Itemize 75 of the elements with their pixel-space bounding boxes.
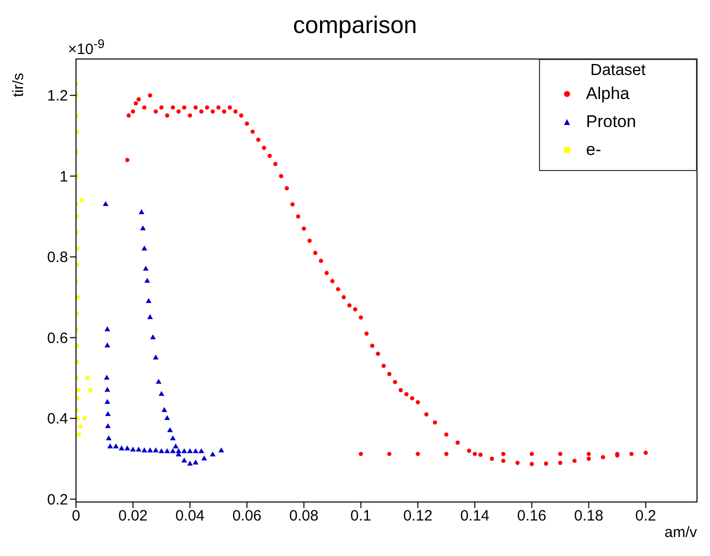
point (152, 447, 159, 452)
y-axis-title: tir/s (10, 72, 27, 97)
point (144, 278, 150, 283)
point (86, 376, 90, 380)
point (158, 448, 164, 454)
point (78, 424, 82, 428)
point (104, 398, 110, 404)
text: ×10$^{-9}$ (68, 37, 105, 58)
point (142, 447, 148, 452)
point (198, 448, 204, 454)
point (106, 435, 112, 440)
point (104, 374, 110, 380)
point (172, 443, 179, 448)
point (113, 443, 119, 448)
legend-label: Alpha (586, 84, 630, 104)
x-tick-label: 0.06 (232, 508, 262, 525)
legend-label: e- (586, 140, 602, 160)
point (130, 446, 136, 452)
point (107, 443, 114, 448)
point (181, 458, 188, 462)
point (142, 246, 148, 250)
point (138, 209, 144, 214)
point (104, 326, 110, 332)
point (147, 314, 153, 320)
point (161, 407, 168, 412)
x-tick-label: 0.04 (175, 508, 205, 525)
point (147, 447, 153, 452)
point (142, 266, 149, 271)
x-tick-label: 0.14 (460, 508, 490, 525)
point (164, 415, 170, 420)
x-tick-label: 0 (72, 508, 80, 525)
chart-title: comparison (292, 12, 418, 39)
point (104, 386, 110, 392)
x-tick-label: 0.02 (118, 508, 148, 525)
y-tick-label: 0.2 (47, 492, 68, 508)
x-tick-label: 0.18 (574, 508, 604, 525)
x-tick-label: 0.08 (289, 508, 318, 525)
point (76, 432, 81, 436)
point (158, 390, 164, 396)
point (187, 448, 193, 454)
x-tick-label: 0.12 (403, 508, 432, 525)
point (181, 448, 188, 454)
point (167, 427, 173, 432)
x-axis-title: am/v (664, 524, 697, 541)
point (136, 446, 142, 452)
y-tick-label: 0.6 (47, 330, 68, 347)
x-tick-label: 0.2 (635, 508, 656, 525)
point (192, 460, 198, 464)
point (164, 448, 170, 454)
legend-label: Proton (586, 112, 636, 132)
point (118, 445, 124, 450)
point (105, 423, 111, 428)
point (170, 448, 176, 454)
y-tick-label: 0.8 (47, 249, 68, 266)
x-tick-label: 0.1 (350, 508, 372, 525)
point (105, 411, 111, 416)
point (192, 448, 198, 454)
point (104, 342, 110, 348)
point (82, 416, 86, 420)
legend-title: Dataset (589, 62, 647, 80)
point (187, 460, 193, 466)
y-tick-label: 0.4 (47, 410, 68, 428)
y-tick-label: 1 (60, 168, 68, 186)
point (201, 456, 208, 460)
point (124, 445, 130, 450)
point (140, 225, 146, 230)
point (150, 334, 156, 340)
point (152, 354, 159, 360)
point (210, 451, 216, 456)
x-tick-label: 0.16 (517, 508, 546, 525)
point (170, 435, 176, 440)
y-tick-label: 1.2 (47, 88, 68, 105)
point (146, 298, 152, 303)
point (102, 201, 108, 206)
point (218, 447, 224, 452)
